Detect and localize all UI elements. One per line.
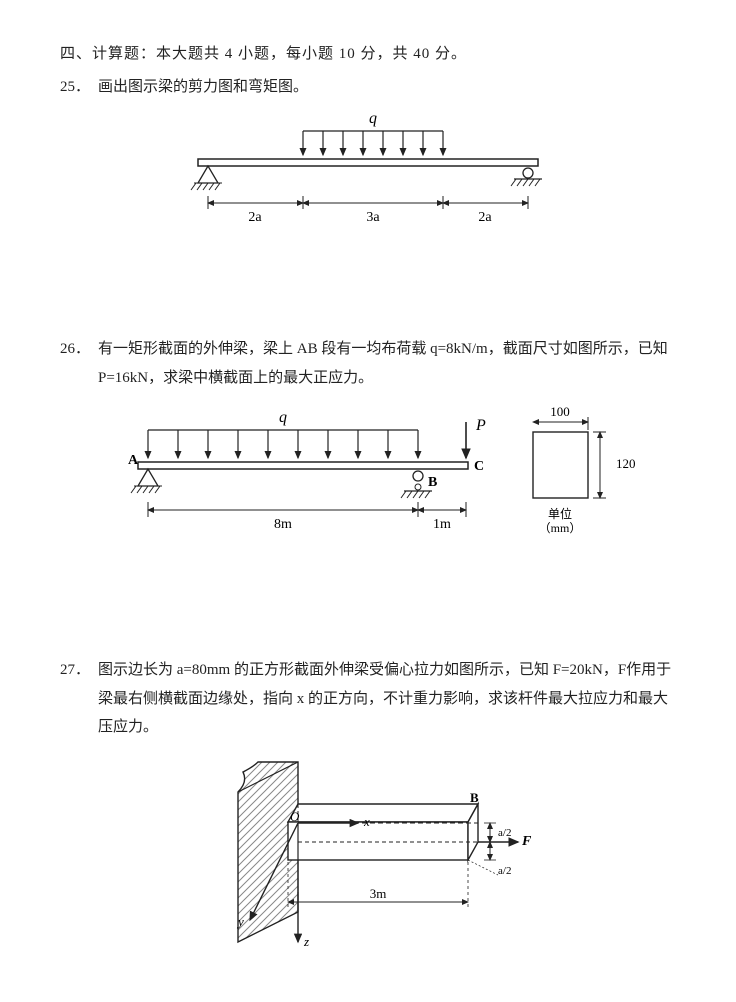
figure-27: O x z y B F 3m a/2 a/2 (60, 742, 676, 962)
label-B: B (428, 475, 437, 490)
section-w: 100 (550, 404, 570, 419)
problem-27: 27． 图示边长为 a=80mm 的正方形截面外伸梁受偏心拉力如图所示，已知 F… (60, 656, 676, 742)
axis-z: z (303, 934, 309, 949)
dim-1m: 1m (433, 517, 451, 532)
section-unit2: （mm） (539, 521, 582, 535)
problem-text: 图示边长为 a=80mm 的正方形截面外伸梁受偏心拉力如图所示，已知 F=20k… (98, 656, 676, 742)
label-A: A (128, 453, 139, 468)
section-unit1: 单位 (548, 506, 572, 521)
problem-26: 26． 有一矩形截面的外伸梁，梁上 AB 段有一均布荷载 q=8kN/m，截面尺… (60, 335, 676, 392)
dim-8m: 8m (274, 517, 292, 532)
problem-number: 27． (60, 656, 98, 742)
label-B: B (470, 790, 479, 805)
dim-a2-top: a/2 (498, 827, 511, 839)
section-h: 120 (616, 456, 636, 471)
problem-number: 26． (60, 335, 98, 392)
dim-2a-left: 2a (248, 210, 262, 225)
section-heading: 四、计算题：本大题共 4 小题，每小题 10 分，共 40 分。 (60, 40, 676, 69)
dim-a2-bot: a/2 (498, 865, 511, 877)
axis-y: y (236, 914, 244, 929)
problem-text: 画出图示梁的剪力图和弯矩图。 (98, 73, 676, 102)
problem-number: 25． (60, 73, 98, 102)
label-C: C (474, 459, 484, 474)
problem-25: 25． 画出图示梁的剪力图和弯矩图。 (60, 73, 676, 102)
dim-2a-right: 2a (478, 210, 492, 225)
label-O: O (290, 809, 300, 824)
q-label: q (279, 409, 287, 426)
axis-x: x (363, 814, 370, 829)
problem-text: 有一矩形截面的外伸梁，梁上 AB 段有一均布荷载 q=8kN/m，截面尺寸如图所… (98, 335, 676, 392)
figure-25: q 2a 3a 2a (60, 101, 676, 241)
figure-26: A B C q P 8m 1m 100 120 单位 （mm） (60, 392, 676, 562)
q-label: q (369, 110, 377, 127)
dim-3a: 3a (366, 210, 380, 225)
dim-3m: 3m (370, 886, 387, 901)
label-F: F (521, 834, 532, 849)
P-label: P (475, 417, 486, 434)
